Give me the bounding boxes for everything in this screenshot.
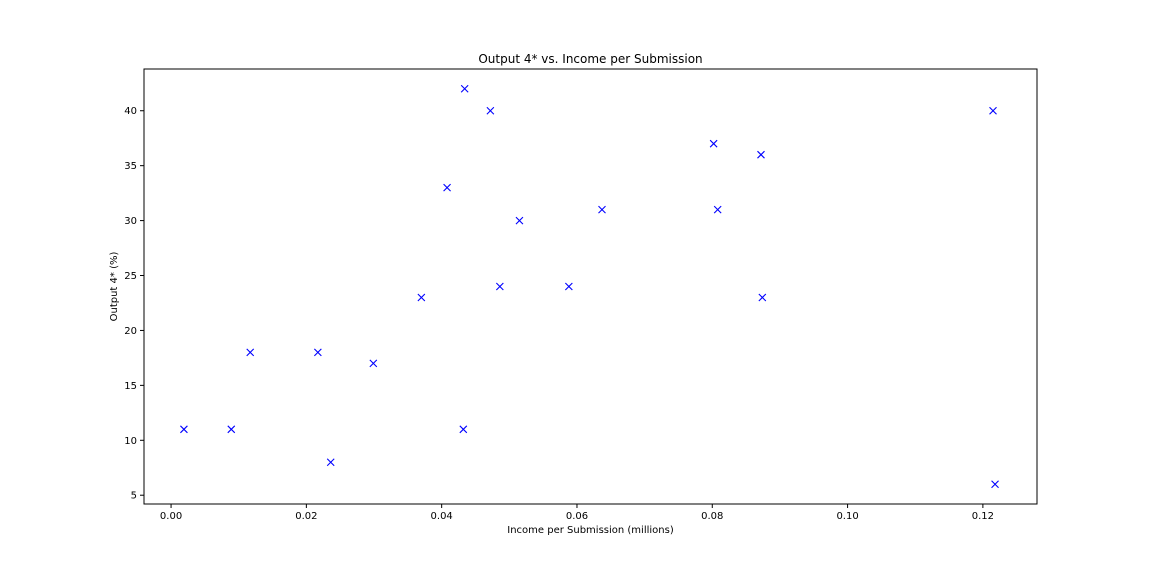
data-point [459, 425, 468, 434]
data-point [369, 359, 378, 368]
data-point [989, 106, 997, 115]
data-point [313, 348, 322, 357]
data-point [227, 425, 236, 434]
data-point [709, 139, 718, 148]
plot-frame [143, 68, 1038, 505]
x-tick-label: 0.00 [160, 511, 182, 522]
data-point [486, 106, 495, 115]
x-tick-label: 0.06 [566, 511, 588, 522]
x-tick-label: 0.02 [295, 511, 317, 522]
data-point [564, 282, 573, 291]
data-point [757, 150, 765, 159]
data-point [443, 183, 451, 192]
y-tick-label: 35 [124, 161, 137, 172]
data-point [515, 216, 524, 225]
data-point [758, 293, 767, 302]
data-point [460, 84, 469, 93]
data-point [598, 205, 606, 214]
plot-area [144, 69, 1037, 504]
data-point [417, 293, 426, 302]
x-tick-label: 0.12 [972, 511, 994, 522]
x-tick-label: 0.10 [836, 511, 858, 522]
y-tick-label: 30 [124, 216, 137, 227]
data-point [180, 425, 188, 434]
x-tick-label: 0.04 [431, 511, 453, 522]
y-tick-label: 25 [124, 271, 137, 282]
y-tick-label: 10 [124, 436, 137, 447]
data-point [326, 458, 335, 467]
y-tick-label: 5 [131, 491, 137, 502]
x-tick-label: 0.08 [701, 511, 723, 522]
data-point [991, 480, 999, 489]
data-points [180, 84, 999, 489]
data-point [713, 205, 722, 214]
data-point [495, 282, 504, 291]
x-axis-label: Income per Submission (millions) [507, 525, 674, 536]
data-point [246, 348, 255, 357]
y-tick-label: 40 [124, 106, 137, 117]
chart-title: Output 4* vs. Income per Submission [478, 52, 702, 66]
y-axis-ticks: 5 10 15 20 25 30 35 40 [124, 106, 144, 502]
x-axis-ticks: 0.00 0.02 0.04 0.06 0.08 0.10 0.12 [160, 504, 994, 522]
y-tick-label: 20 [124, 326, 137, 337]
y-axis-label: Output 4* (%) [109, 252, 120, 322]
y-tick-label: 15 [124, 381, 137, 392]
